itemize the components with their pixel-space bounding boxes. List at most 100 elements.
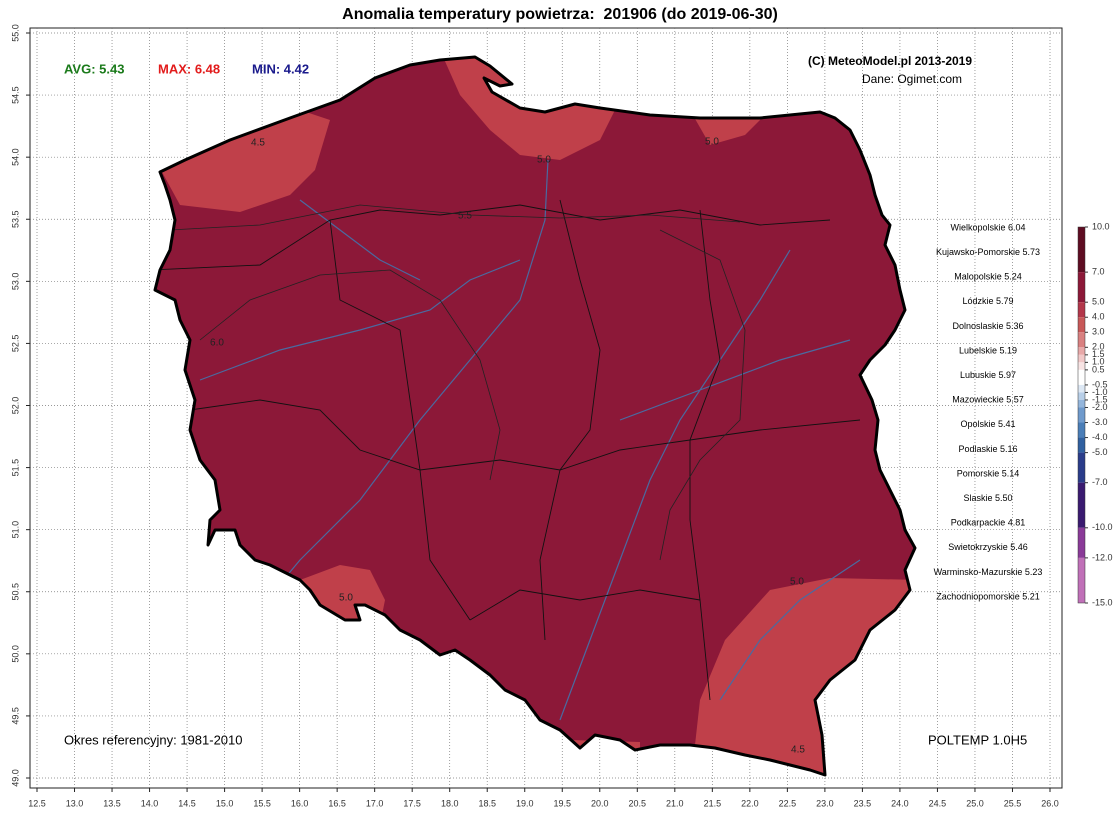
copyright: (C) MeteoModel.pl 2013-2019 — [808, 54, 972, 68]
title: Anomalia temperatury powietrza: 201906 (… — [342, 6, 778, 23]
x-tick-label: 13.5 — [103, 798, 121, 808]
colorbar-label: 1.5 — [1092, 349, 1105, 359]
colorbar-segment — [1078, 392, 1085, 400]
colorbar-label: 7.0 — [1092, 266, 1105, 276]
contour-label: 5.0 — [339, 593, 353, 604]
x-tick-label: 24.0 — [891, 798, 909, 808]
x-tick-label: 23.5 — [854, 798, 872, 808]
y-tick-label: 51.5 — [10, 459, 20, 477]
colorbar-label: -1.0 — [1092, 387, 1108, 397]
colorbar-label: -12.0 — [1092, 552, 1113, 562]
contour-label: 6.0 — [210, 338, 224, 349]
country-outline — [153, 55, 917, 777]
x-tick-label: 20.5 — [629, 798, 647, 808]
x-tick-label: 25.0 — [966, 798, 984, 808]
colorbar-label: 0.5 — [1092, 364, 1105, 374]
isotherm — [169, 204, 741, 231]
region-borders — [155, 199, 861, 701]
region-mean: Lubelskie 5.19 — [959, 345, 1017, 355]
colorbar-label: -4.0 — [1092, 432, 1108, 442]
border — [155, 204, 831, 271]
plot-frame — [29, 27, 1063, 789]
colorbar-label: -7.0 — [1092, 477, 1108, 487]
x-tick-label: 23.0 — [816, 798, 834, 808]
y-tick-label: 54.5 — [10, 86, 20, 104]
colorbar-label: -2.0 — [1092, 402, 1108, 412]
x-tick-label: 17.5 — [403, 798, 421, 808]
x-tick-label: 26.0 — [1041, 798, 1059, 808]
reference-period: Okres referencyjny: 1981-2010 — [64, 732, 242, 747]
region-mean: Pomorskie 5.14 — [957, 468, 1020, 478]
x-tick-label: 22.0 — [741, 798, 759, 808]
border — [329, 219, 471, 621]
y-tick-label: 55.0 — [10, 24, 20, 42]
colorbar-label: -3.0 — [1092, 417, 1108, 427]
y-tick-label: 50.5 — [10, 583, 20, 601]
colorbar-segment — [1078, 332, 1085, 348]
y-tick-label: 53.5 — [10, 210, 20, 228]
colorbar-segment — [1078, 482, 1085, 528]
x-tick-label: 18.5 — [478, 798, 496, 808]
region-mean: Slaskie 5.50 — [963, 493, 1012, 503]
x-tick-label: 20.0 — [591, 798, 609, 808]
x-tick-label: 19.0 — [516, 798, 534, 808]
contour-label: 4.5 — [251, 138, 265, 149]
stat: MAX: 6.48 — [158, 61, 220, 76]
region-mean: Wielkopolskie 6.04 — [950, 222, 1025, 232]
colorbar-label: -0.5 — [1092, 379, 1108, 389]
colorbar-label: -15.0 — [1092, 597, 1113, 607]
contour-label: 5.0 — [705, 137, 719, 148]
colorbar-label: -1.5 — [1092, 394, 1108, 404]
x-tick-label: 16.5 — [328, 798, 346, 808]
river — [299, 199, 421, 281]
border — [469, 589, 701, 621]
colorbar-segment — [1078, 302, 1085, 318]
isotherms — [169, 204, 746, 561]
x-tick-label: 22.5 — [779, 798, 797, 808]
river — [619, 339, 851, 421]
colorbar-segment — [1078, 437, 1085, 453]
colorbar-frame — [1077, 226, 1086, 604]
region-mean: Mazowieckie 5.57 — [952, 395, 1024, 405]
river — [559, 249, 791, 721]
x-tick-label: 21.0 — [666, 798, 684, 808]
colorbar-segment — [1078, 272, 1085, 303]
colorbar-segment — [1078, 317, 1085, 333]
x-tick-label: 15.5 — [253, 798, 271, 808]
labels: 12.5 13.0 13.5 14.0 14.5 15.0 15.5 16.0 16.5 17.0… — [10, 24, 1112, 808]
x-tick-label: 13.0 — [66, 798, 84, 808]
contour-label: 5.0 — [790, 577, 804, 588]
colorbar-segment — [1078, 347, 1085, 355]
colorbar-label: -5.0 — [1092, 447, 1108, 457]
region-mean: Podlaskie 5.16 — [958, 444, 1017, 454]
y-tick-label: 52.0 — [10, 397, 20, 415]
colorbar-segment — [1078, 362, 1085, 370]
region-mean: Podkarpackie 4.81 — [951, 518, 1026, 528]
x-tick-label: 17.0 — [366, 798, 384, 808]
colorbar-label: -10.0 — [1092, 522, 1113, 532]
stat: MIN: 4.42 — [252, 61, 309, 76]
y-tick-label: 49.5 — [10, 707, 20, 725]
source: Dane: Ogimet.com — [862, 72, 962, 86]
region-mean: Kujawsko-Pomorskie 5.73 — [936, 247, 1040, 257]
isotherm — [659, 229, 746, 561]
colorbar-segment — [1078, 354, 1085, 363]
x-tick-label: 14.5 — [178, 798, 196, 808]
x-tick-label: 12.5 — [28, 798, 46, 808]
river — [719, 559, 861, 701]
field-light — [155, 110, 330, 212]
colorbar-label: 5.0 — [1092, 297, 1105, 307]
region-mean: Lubuskie 5.97 — [960, 370, 1016, 380]
region-mean: Warminsko-Mazurskie 5.23 — [934, 567, 1043, 577]
field-light — [560, 740, 640, 775]
colorbar-segment — [1078, 384, 1085, 393]
contour-label: 5.5 — [458, 211, 472, 222]
x-tick-label: 24.5 — [929, 798, 947, 808]
colorbar-segment — [1078, 557, 1085, 603]
y-tick-label: 54.0 — [10, 148, 20, 166]
x-tick-label: 15.0 — [216, 798, 234, 808]
y-tick-label: 49.0 — [10, 769, 20, 787]
region-mean: Swietokrzyskie 5.46 — [948, 542, 1028, 552]
